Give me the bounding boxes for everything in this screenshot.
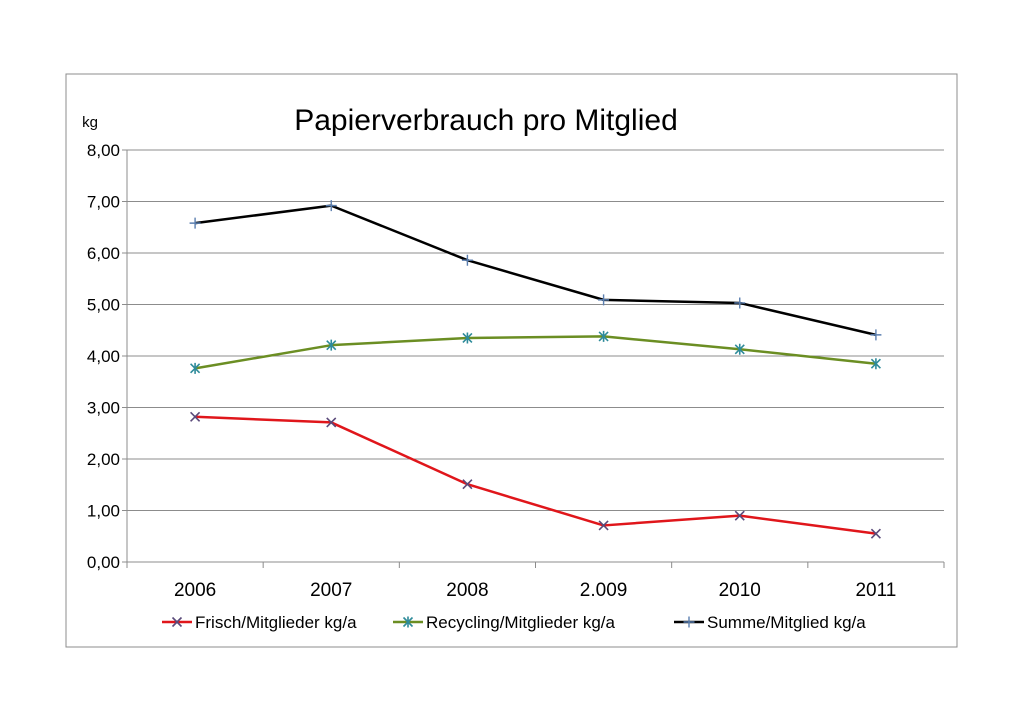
y-tick-label: 0,00: [87, 553, 120, 572]
data-point-marker: [171, 616, 183, 628]
y-tick-label: 4,00: [87, 347, 120, 366]
data-point-marker: [189, 217, 201, 229]
series-line: [194, 204, 877, 337]
legend-item: Recycling/Mitglieder kg/a: [393, 613, 616, 632]
data-point-marker: [870, 329, 882, 341]
y-tick-label: 2,00: [87, 450, 120, 469]
data-point-marker: [870, 358, 881, 370]
x-tick-label: 2011: [855, 580, 896, 601]
data-point-marker: [598, 330, 609, 342]
chart-frame: [65, 73, 958, 648]
data-point-marker: [402, 616, 414, 628]
legend-label: Frisch/Mitglieder kg/a: [195, 613, 357, 632]
data-point-marker: [326, 339, 337, 351]
x-tick-label: 2006: [174, 580, 216, 601]
chart-title: Papierverbrauch pro Mitglied: [294, 104, 678, 137]
y-tick-label: 5,00: [87, 296, 120, 315]
data-point-marker: [462, 479, 473, 490]
legend-item: Summe/Mitglied kg/a: [674, 613, 866, 632]
data-point-marker: [462, 332, 473, 344]
data-point-marker: [870, 528, 881, 539]
y-tick-label: 7,00: [87, 193, 120, 212]
x-tick-label: 2.009: [580, 580, 628, 601]
legend: Frisch/Mitglieder kg/a Recycling/Mitglied…: [162, 613, 866, 632]
legend-label: Recycling/Mitglieder kg/a: [426, 613, 616, 632]
series-line: [195, 415, 877, 535]
y-tick-label: 1,00: [87, 502, 120, 521]
data-point-marker: [734, 510, 745, 521]
y-tick-label: 3,00: [87, 399, 120, 418]
data-point-marker: [683, 616, 695, 628]
series-group: [189, 200, 882, 539]
data-point-marker: [326, 417, 337, 428]
data-point-marker: [734, 343, 745, 355]
data-point-marker: [461, 254, 473, 266]
series-line: [194, 335, 877, 370]
legend-item: Frisch/Mitglieder kg/a: [162, 613, 357, 632]
x-tick-label: 2007: [310, 580, 352, 601]
data-point-marker: [325, 200, 337, 212]
y-tick-label: 8,00: [87, 141, 120, 160]
x-tick-label: 2010: [719, 580, 761, 601]
data-point-marker: [598, 520, 609, 531]
series-2: [189, 200, 882, 341]
data-point-marker: [190, 411, 201, 422]
legend-label: Summe/Mitglied kg/a: [707, 613, 866, 632]
series-0: [190, 411, 881, 539]
x-tick-label: 2008: [446, 580, 488, 601]
x-axis: 2006 2007 2008 2.009 2010 2011: [126, 150, 945, 601]
gridlines: [122, 149, 944, 563]
data-point-marker: [734, 297, 746, 309]
y-tick-labels: 0,00 1,00 2,00 3,00 4,00 5,00 6,00 7,00 8,00: [87, 141, 120, 572]
series-1: [190, 330, 881, 374]
data-point-marker: [598, 294, 610, 306]
y-axis-label: kg: [82, 114, 98, 131]
y-tick-label: 6,00: [87, 244, 120, 263]
data-point-marker: [190, 362, 201, 374]
